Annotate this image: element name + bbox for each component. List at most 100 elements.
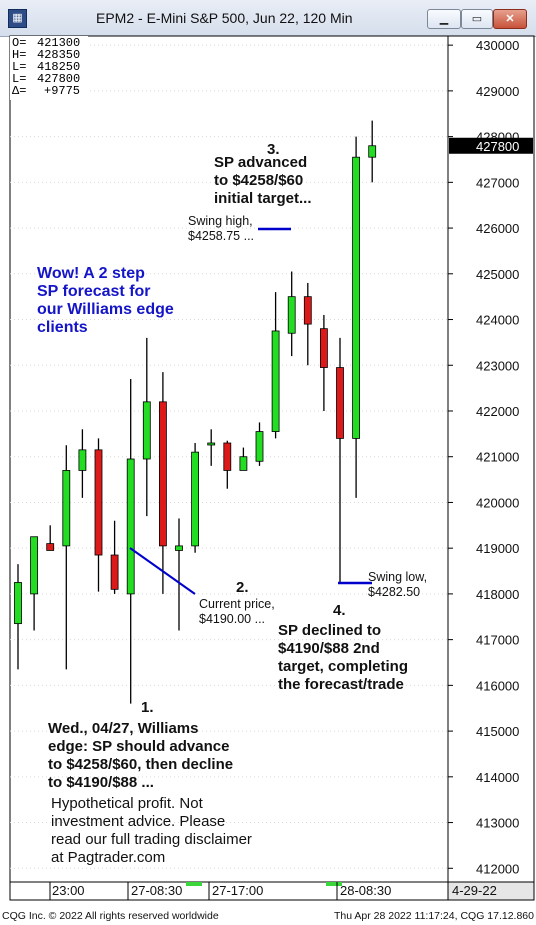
y-tick-label: 430000 <box>476 38 519 53</box>
candle-down <box>303 282 312 366</box>
candle-down <box>46 525 55 551</box>
y-tick-label: 427000 <box>476 175 519 190</box>
y-tick-label: 417000 <box>476 633 519 648</box>
blue-note-line-1: Wow! A 2 step <box>37 265 145 282</box>
candle-up <box>207 429 216 466</box>
candle-body <box>319 328 328 368</box>
note1-line-3: to $4258/$60, then decline <box>48 756 233 773</box>
y-tick-label: 412000 <box>476 861 519 876</box>
ohlc-last-value: 427800 <box>37 72 80 86</box>
candle-body <box>336 367 344 439</box>
y-tick-label: 413000 <box>476 816 519 831</box>
candle-body <box>207 442 216 446</box>
candle-up <box>287 271 296 357</box>
status-footer: CQG Inc. © 2022 All rights reserved worl… <box>0 908 536 925</box>
annotations: Wow! A 2 step SP forecast for our Willia… <box>37 141 427 866</box>
candle-up <box>239 447 248 471</box>
candle-body <box>158 401 167 547</box>
candle-up <box>62 445 71 670</box>
current-price-pointer <box>129 547 196 595</box>
y-tick-label: 421000 <box>476 450 519 465</box>
candle-down <box>336 337 344 583</box>
candle-body <box>239 456 248 471</box>
cqg-app-icon[interactable]: ▦ <box>8 9 27 28</box>
close-button[interactable]: ✕ <box>493 9 527 29</box>
note2-line-1: Current price, <box>199 597 275 611</box>
note3-line-1: SP advanced <box>214 154 307 171</box>
time-label-4: 28-08:30 <box>340 883 391 898</box>
swing-high-line-1: Swing high, <box>188 214 253 228</box>
footer-copyright: CQG Inc. © 2022 All rights reserved worl… <box>2 910 219 922</box>
last-price-box <box>449 137 533 154</box>
note2-line-2: $4190.00 ... <box>199 612 265 626</box>
session-marker-1 <box>186 882 202 886</box>
candle-body <box>78 449 87 471</box>
candle-body <box>368 145 377 158</box>
candle-body <box>223 442 232 471</box>
y-axis-panel[interactable] <box>447 35 535 883</box>
y-tick-label: 414000 <box>476 770 519 785</box>
note4-line-4: the forecast/trade <box>278 676 404 693</box>
note4-line-2: $4190/$88 2nd <box>278 640 380 657</box>
candle-up <box>78 429 87 498</box>
time-label-3: 27-17:00 <box>212 883 263 898</box>
ohlc-info: O= 421300 H= 428350 L= 418250 L= 427800 … <box>12 36 80 98</box>
session-marker-2 <box>326 882 342 886</box>
ohlc-last-label: L= <box>12 72 26 86</box>
candle-down <box>94 438 103 592</box>
candle-up <box>368 120 377 183</box>
ohlc-change-label: Δ= <box>12 84 26 98</box>
disclaimer-line-4: at Pagtrader.com <box>51 849 165 866</box>
y-tick-label: 423000 <box>476 358 519 373</box>
annotation-lines <box>129 227 372 595</box>
date-box-label: 4-29-22 <box>452 883 497 898</box>
date-box <box>447 881 535 901</box>
candle-body <box>110 554 119 590</box>
note1-line-2: edge: SP should advance <box>48 738 229 755</box>
ohlc-low-label: L= <box>12 60 26 74</box>
y-tick-label: 418000 <box>476 587 519 602</box>
disclaimer-line-2: investment advice. Please <box>51 813 225 830</box>
candle-down <box>110 520 119 594</box>
candle-up <box>352 136 361 498</box>
note3-line-3: initial target... <box>214 190 312 207</box>
candle-down <box>158 372 167 594</box>
candle-body <box>303 296 312 325</box>
candle-body <box>126 458 135 595</box>
candle-up <box>142 337 151 517</box>
y-tick-label: 425000 <box>476 267 519 282</box>
time-label-1: 23:00 <box>52 883 85 898</box>
note4-number: 4. <box>333 602 346 619</box>
note1-number: 1. <box>141 699 154 716</box>
y-tick-label: 419000 <box>476 541 519 556</box>
candle-body <box>30 536 39 595</box>
blue-note-line-4: clients <box>37 319 88 336</box>
candle-body <box>142 401 151 460</box>
y-axis: 4300004290004280004270004260004250004240… <box>448 38 533 876</box>
y-tick-label: 429000 <box>476 84 519 99</box>
disclaimer-line-1: Hypothetical profit. Not <box>51 795 204 812</box>
minimize-button[interactable]: ▁ <box>427 9 461 29</box>
y-tick-label: 426000 <box>476 221 519 236</box>
candle-body <box>255 431 264 462</box>
note1-line-1: Wed., 04/27, Williams <box>48 720 198 737</box>
y-tick-label: 415000 <box>476 724 519 739</box>
ohlc-high-label: H= <box>12 48 26 62</box>
candle-body <box>271 330 280 432</box>
candle-up <box>191 442 200 553</box>
swing-low-line-2: $4282.50 <box>368 585 420 599</box>
candle-body <box>62 470 71 547</box>
last-price-label: 427800 <box>476 139 519 154</box>
restore-button[interactable]: ▭ <box>461 9 493 29</box>
candle-up <box>14 564 22 670</box>
disclaimer-line-3: read our full trading disclaimer <box>51 831 252 848</box>
candle-body <box>175 545 183 551</box>
note4-line-3: target, completing <box>278 658 408 675</box>
ohlc-low-value: 418250 <box>37 60 80 74</box>
ohlc-open-label: O= <box>12 36 26 50</box>
y-tick-label: 416000 <box>476 678 519 693</box>
note3-line-2: to $4258/$60 <box>214 172 303 189</box>
y-tick-label: 420000 <box>476 495 519 510</box>
window-title: EPM2 - E-Mini S&P 500, Jun 22, 120 Min <box>96 10 353 26</box>
